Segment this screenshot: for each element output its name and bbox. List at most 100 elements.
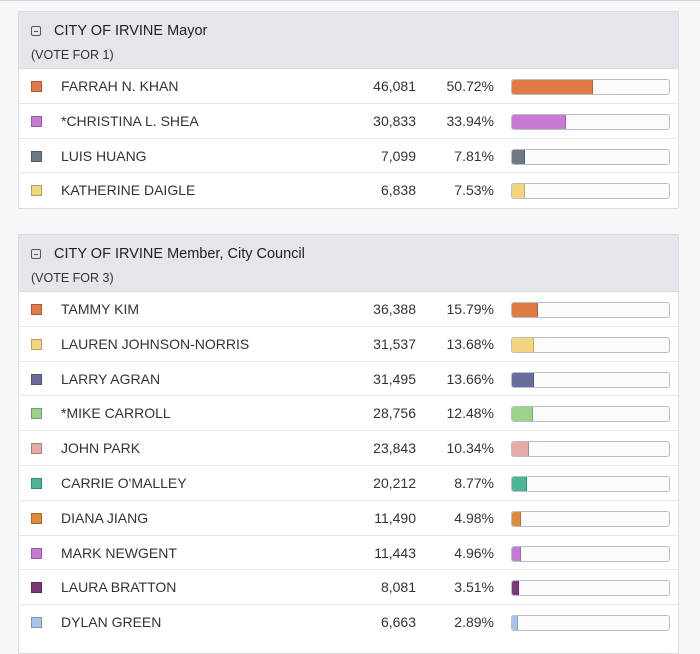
collapse-toggle-icon[interactable] (31, 26, 41, 36)
vote-percentage: 13.66% (446, 370, 494, 387)
vote-share-bar-fill (512, 511, 521, 526)
candidate-color-swatch (31, 150, 42, 162)
vote-share-bar-fill (512, 581, 519, 596)
candidate-row: KATHERINE DAIGLE 6,838 7.53% (19, 173, 678, 208)
candidate-color-swatch (31, 617, 42, 629)
vote-percentage: 15.79% (446, 301, 494, 317)
vote-share-bar (511, 580, 670, 597)
contest-header: CITY OF IRVINE Member, City Council (VOT… (19, 235, 678, 292)
contest-header: CITY OF IRVINE Mayor (VOTE FOR 1) (19, 12, 678, 69)
candidate-row: FARRAH N. KHAN 46,081 50.72% (19, 69, 678, 104)
candidate-name: JOHN PARK (61, 440, 141, 457)
vote-count: 30,833 (373, 112, 416, 129)
vote-percentage: 4.96% (454, 544, 494, 561)
contest-title: CITY OF IRVINE Mayor (54, 23, 208, 39)
candidate-name: FARRAH N. KHAN (61, 78, 179, 94)
vote-share-bar (511, 302, 670, 318)
vote-percentage: 7.53% (454, 182, 494, 199)
vote-percentage: 8.77% (454, 474, 494, 491)
vote-percentage: 12.48% (446, 405, 494, 422)
candidate-row: MARK NEWGENT 11,443 4.96% (19, 536, 678, 571)
vote-count: 28,756 (373, 405, 416, 422)
vote-count: 46,081 (373, 78, 416, 94)
candidate-row: TAMMY KIM 36,388 15.79% (19, 292, 678, 327)
vote-share-bar-fill (512, 114, 567, 129)
candidate-row: JOHN PARK 23,843 10.34% (19, 431, 678, 466)
vote-count: 11,443 (374, 544, 416, 561)
vote-percentage: 10.34% (446, 440, 494, 457)
candidate-color-swatch (31, 81, 42, 92)
collapse-toggle-icon[interactable] (31, 249, 41, 259)
vote-count: 11,490 (374, 509, 416, 526)
candidate-color-swatch (31, 373, 42, 385)
vote-percentage: 13.68% (446, 335, 494, 352)
candidate-color-swatch (31, 477, 42, 489)
candidate-color-swatch (31, 547, 42, 559)
vote-count: 7,099 (380, 147, 416, 164)
candidate-row: LARRY AGRAN 31,495 13.66% (19, 362, 678, 397)
contest-title: CITY OF IRVINE Member, City Council (54, 246, 305, 262)
candidate-color-swatch (31, 443, 42, 455)
vote-share-bar (511, 406, 670, 423)
candidate-name: LUIS HUANG (61, 147, 147, 164)
candidate-list: TAMMY KIM 36,388 15.79% LAUREN JOHNSON-NORR… (19, 292, 678, 640)
candidate-name: *MIKE CARROLL (61, 405, 171, 422)
candidate-name: *CHRISTINA L. SHEA (61, 112, 199, 129)
vote-percentage: 33.94% (446, 112, 494, 129)
candidate-row: LAURA BRATTON 8,081 3.51% (19, 570, 678, 606)
candidate-color-swatch (31, 115, 42, 127)
vote-count: 23,843 (373, 440, 416, 457)
vote-count: 6,663 (380, 614, 416, 631)
candidate-color-swatch (31, 304, 42, 315)
vote-share-bar (511, 510, 670, 527)
vote-share-bar-fill (512, 184, 525, 199)
vote-count: 36,388 (373, 301, 416, 317)
contest-panel-city-council: CITY OF IRVINE Member, City Council (VOT… (18, 234, 679, 654)
candidate-color-swatch (31, 408, 42, 420)
vote-share-bar-fill (512, 149, 526, 164)
vote-count: 31,495 (373, 370, 416, 387)
candidate-name: CARRIE O'MALLEY (61, 474, 187, 491)
vote-share-bar-fill (512, 616, 518, 631)
candidate-color-swatch (31, 185, 42, 197)
vote-share-bar (511, 475, 670, 492)
candidate-row: *CHRISTINA L. SHEA 30,833 33.94% (19, 104, 678, 139)
candidate-row: LUIS HUANG 7,099 7.81% (19, 139, 678, 174)
vote-share-bar-fill (512, 546, 521, 561)
candidate-row: DYLAN GREEN 6,663 2.89% (19, 605, 678, 640)
candidate-color-swatch (31, 582, 42, 594)
candidate-row: DIANA JIANG 11,490 4.98% (19, 501, 678, 536)
vote-share-bar-fill (512, 303, 538, 317)
candidate-name: DIANA JIANG (61, 509, 149, 526)
vote-share-bar (511, 615, 670, 632)
vote-share-bar (511, 545, 670, 562)
vote-share-bar-fill (512, 80, 593, 94)
candidate-color-swatch (31, 338, 42, 350)
vote-count: 6,838 (380, 182, 416, 199)
candidate-list: FARRAH N. KHAN 46,081 50.72% *CHRISTINA L. … (19, 69, 678, 208)
vote-percentage: 50.72% (446, 78, 494, 94)
candidate-name: LAURA BRATTON (61, 579, 177, 596)
candidate-name: DYLAN GREEN (61, 614, 162, 631)
vote-share-bar-fill (512, 337, 535, 352)
top-divider (0, 0, 700, 1)
candidate-row: LAUREN JOHNSON-NORRIS 31,537 13.68% (19, 327, 678, 362)
candidate-name: KATHERINE DAIGLE (61, 182, 196, 199)
candidate-row: CARRIE O'MALLEY 20,212 8.77% (19, 466, 678, 501)
vote-share-bar (511, 148, 670, 165)
vote-share-bar (511, 336, 670, 353)
vote-share-bar-fill (512, 372, 535, 387)
vote-for-label: (VOTE FOR 1) (31, 48, 114, 62)
vote-count: 8,081 (380, 579, 416, 596)
vote-count: 20,212 (373, 474, 416, 491)
vote-share-bar (511, 79, 670, 95)
candidate-name: LAUREN JOHNSON-NORRIS (61, 335, 250, 352)
vote-share-bar-fill (512, 442, 530, 457)
vote-share-bar (511, 113, 670, 130)
vote-share-bar (511, 441, 670, 458)
vote-percentage: 7.81% (454, 147, 494, 164)
candidate-color-swatch (31, 512, 42, 524)
candidate-name: MARK NEWGENT (61, 544, 177, 561)
vote-count: 31,537 (373, 335, 416, 352)
candidate-name: TAMMY KIM (61, 301, 140, 317)
